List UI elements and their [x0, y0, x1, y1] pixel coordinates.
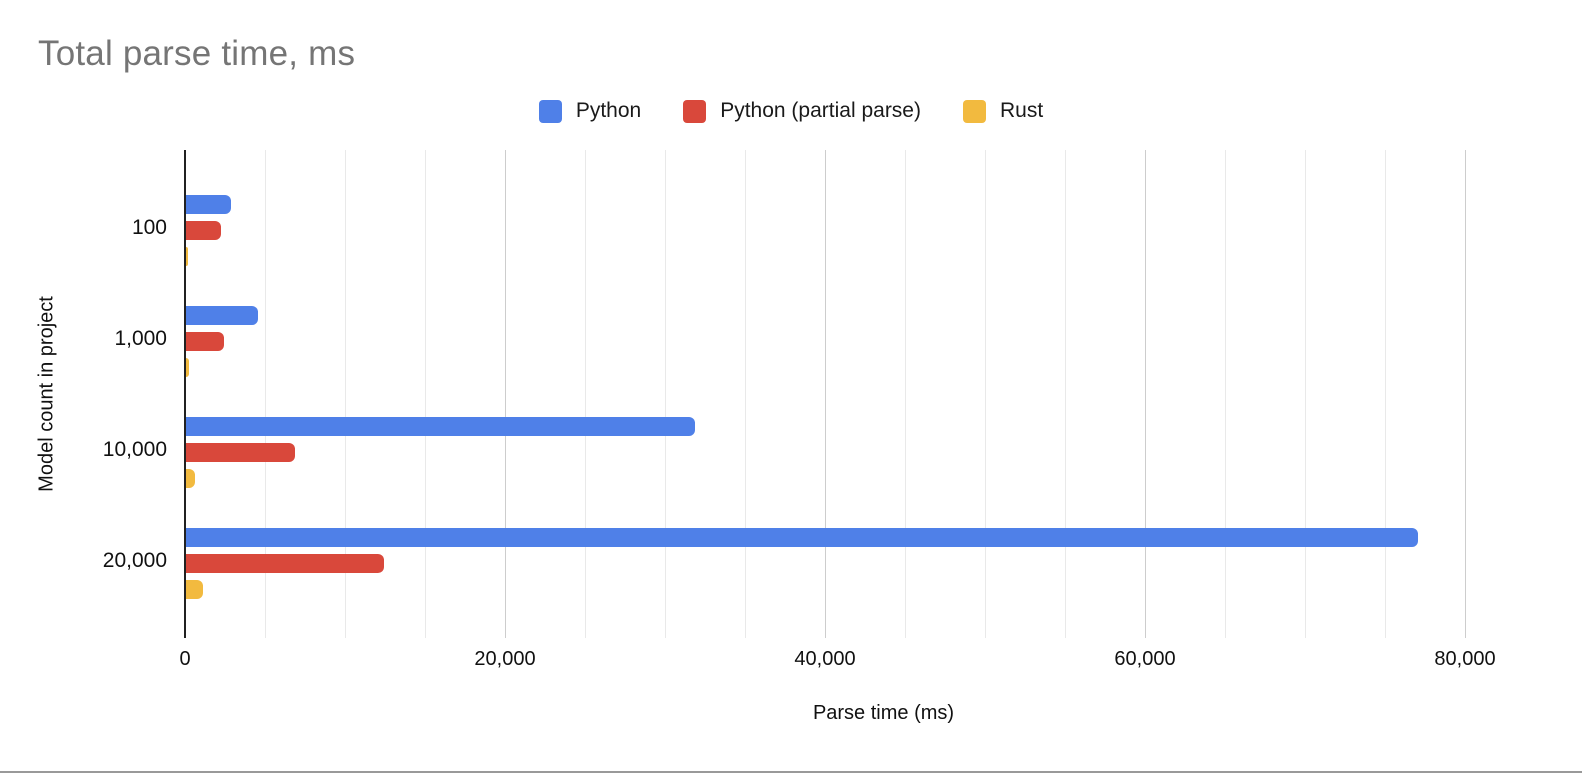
bar-python-partial-parse-10-000 [186, 443, 295, 462]
major-gridline-80000 [1465, 150, 1466, 638]
minor-gridline-45000 [905, 150, 906, 638]
bar-python-1-000 [186, 306, 258, 325]
plot-area: 100 1,000 10,000 20,000 0 20,000 40,000 60,000 8… [103, 150, 1582, 670]
y-tick-label-1-000: 1,000 [114, 327, 167, 350]
legend-swatch-python-partial-parse [683, 99, 707, 123]
y-tick-label-10-000: 10,000 [102, 438, 167, 461]
minor-gridline-75000 [1385, 150, 1386, 638]
legend-item-python-partial-parse: Python (partial parse) [683, 99, 921, 123]
minor-gridline-25000 [585, 150, 586, 638]
bar-rust-20-000 [186, 580, 203, 599]
major-gridline-40000 [825, 150, 826, 638]
major-gridline-60000 [1145, 150, 1146, 638]
minor-gridline-50000 [985, 150, 986, 638]
x-tick-label-20-000: 20,000 [474, 648, 536, 670]
minor-gridline-70000 [1305, 150, 1306, 638]
bar-python-partial-parse-1-000 [186, 332, 224, 351]
chart-title: Total parse time, ms [38, 34, 356, 73]
x-tick-label-40-000: 40,000 [794, 648, 856, 670]
bar-rust-1-000 [186, 358, 189, 377]
legend-swatch-python [538, 99, 562, 123]
bar-python-partial-parse-20-000 [186, 554, 384, 573]
minor-gridline-35000 [745, 150, 746, 638]
legend-swatch-rust [962, 99, 986, 123]
minor-gridline-5000 [265, 150, 266, 638]
y-tick-label-20-000: 20,000 [102, 549, 167, 572]
minor-gridline-65000 [1225, 150, 1226, 638]
y-tick-label-100: 100 [131, 216, 167, 239]
bar-python-20-000 [186, 528, 1418, 547]
x-axis-title: Parse time (ms) [812, 702, 955, 724]
y-axis-line [184, 150, 186, 638]
legend-label-python: Python [575, 99, 642, 122]
major-gridline-20000 [505, 150, 506, 638]
minor-gridline-30000 [665, 150, 666, 638]
legend-label-python-partial-parse: Python (partial parse) [720, 99, 921, 122]
screenshot-bottom-border [0, 771, 1582, 773]
x-tick-label-80-000: 80,000 [1434, 648, 1496, 670]
bar-python-10-000 [186, 417, 695, 436]
legend-item-python: Python [538, 99, 642, 123]
bar-python-100 [186, 195, 231, 214]
minor-gridline-55000 [1065, 150, 1066, 638]
legend: Python Python (partial parse) Rust [0, 99, 1582, 123]
x-tick-label-0: 0 [179, 648, 191, 670]
legend-label-rust: Rust [999, 99, 1044, 122]
legend-item-rust: Rust [962, 99, 1044, 123]
bar-rust-100 [186, 247, 188, 266]
x-tick-label-60-000: 60,000 [1114, 648, 1176, 670]
bar-rust-10-000 [186, 469, 195, 488]
minor-gridline-15000 [425, 150, 426, 638]
minor-gridline-10000 [345, 150, 346, 638]
bar-python-partial-parse-100 [186, 221, 221, 240]
